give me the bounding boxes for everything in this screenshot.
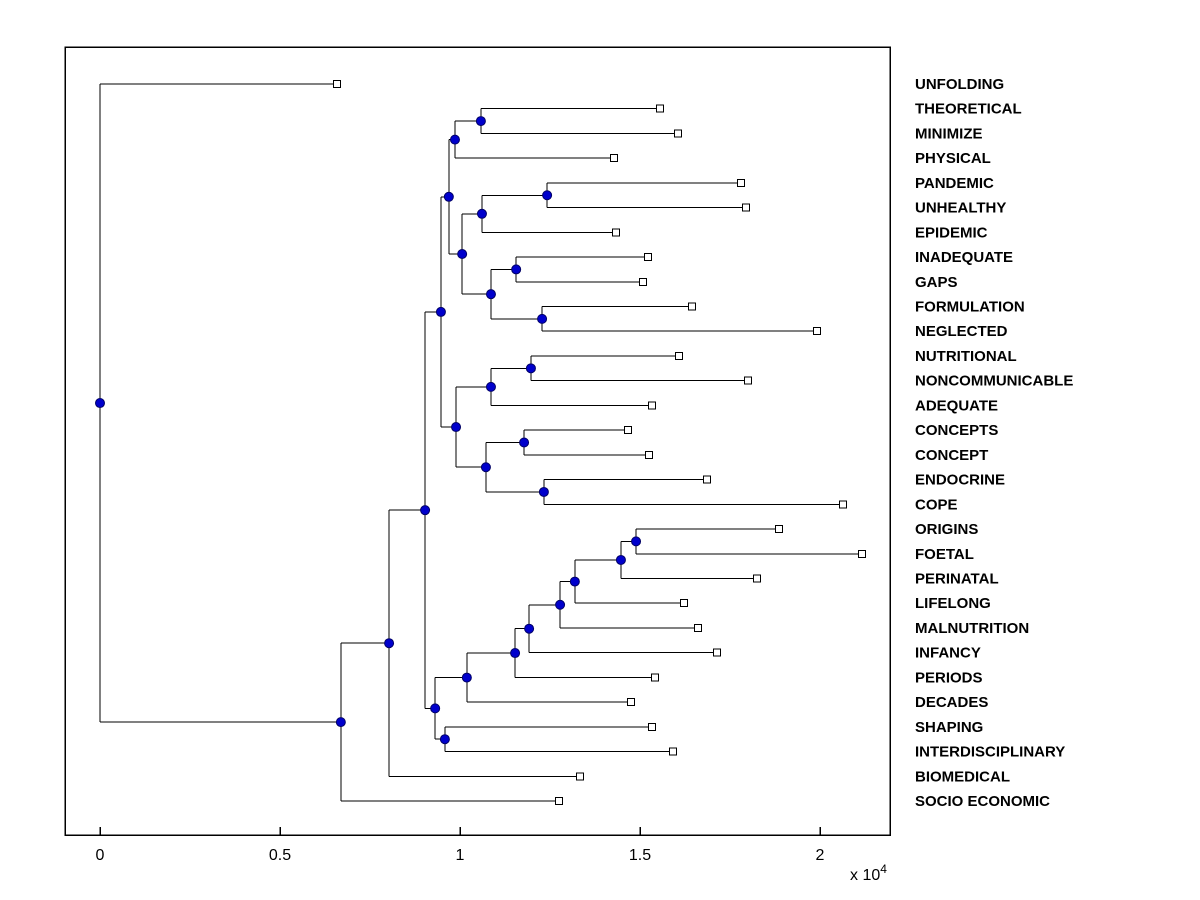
internal-node-marker: [95, 398, 105, 409]
leaf-marker: [611, 228, 620, 237]
internal-node-marker: [615, 554, 626, 565]
internal-node-marker: [555, 599, 566, 610]
leaf-marker: [839, 500, 848, 509]
leaf-marker: [741, 203, 750, 212]
leaf-label: FORMULATION: [915, 299, 1025, 316]
leaf-label: SHAPING: [915, 719, 983, 736]
leaf-label: EPIDEMIC: [915, 224, 988, 241]
leaf-marker: [774, 525, 783, 534]
internal-node-marker: [449, 134, 460, 145]
leaf-label: PHYSICAL: [915, 150, 991, 167]
leaf-label: NONCOMMUNICABLE: [915, 373, 1073, 390]
leaf-label: DECADES: [915, 694, 988, 711]
internal-node-marker: [542, 190, 553, 201]
leaf-marker: [575, 772, 584, 781]
leaf-label: COPE: [915, 496, 958, 513]
branches: [99, 83, 863, 802]
internal-node-marker: [485, 289, 496, 300]
internal-node-marker: [335, 717, 346, 728]
leaf-marker: [674, 351, 683, 360]
internal-node-marker: [519, 437, 530, 448]
internal-node-marker: [420, 505, 431, 516]
leaf-marker: [651, 673, 660, 682]
leaf-label: INFANCY: [915, 645, 981, 662]
x-tick-label: 2: [816, 847, 825, 864]
leaf-label: INTERDISCIPLINARY: [915, 744, 1065, 761]
internal-node-marker: [439, 734, 450, 745]
internal-node-marker: [480, 462, 491, 473]
internal-node-marker: [524, 623, 535, 634]
leaf-marker: [702, 475, 711, 484]
internal-node-marker: [538, 486, 549, 497]
x-tick-label: 0: [96, 847, 105, 864]
internal-node-marker: [631, 536, 642, 547]
leaf-label: MINIMIZE: [915, 125, 983, 142]
leaf-marker: [737, 178, 746, 187]
leaf-marker: [555, 796, 563, 805]
leaf-label: PERINATAL: [915, 570, 999, 587]
leaf-marker: [713, 648, 722, 657]
leaf-label: UNFOLDING: [915, 76, 1004, 93]
leaf-label: LIFELONG: [915, 595, 991, 612]
leaf-marker: [674, 129, 683, 138]
leaf-marker: [744, 376, 752, 385]
leaf-marker: [679, 599, 688, 608]
leaf-marker: [645, 450, 653, 459]
x-tick-label: 1: [456, 847, 465, 864]
leaf-label: INADEQUATE: [915, 249, 1013, 266]
leaf-label: CONCEPTS: [915, 422, 998, 439]
internal-node-marker: [475, 116, 486, 127]
internal-node-marker: [525, 363, 536, 374]
leaf-label: CONCEPT: [915, 447, 988, 464]
internal-node-marker: [461, 672, 472, 683]
leaf-marker: [753, 574, 761, 583]
internal-node-marker: [510, 648, 521, 659]
leaf-marker: [610, 154, 619, 163]
leaf-label: PANDEMIC: [915, 175, 994, 192]
leaf-marker: [638, 277, 647, 286]
x-tick-label: 0.5: [269, 847, 291, 864]
internal-node-marker: [511, 264, 522, 275]
leaf-marker: [647, 401, 656, 410]
leaf-marker: [627, 698, 635, 707]
leaf-label: NUTRITIONAL: [915, 348, 1017, 365]
leaf-marker: [643, 253, 652, 262]
internal-node-marker: [476, 208, 487, 219]
leaf-marker: [669, 747, 678, 756]
leaf-marker: [624, 426, 633, 435]
leaf-label: PERIODS: [915, 669, 983, 686]
internal-node-marker: [430, 703, 441, 714]
internal-node-marker: [485, 381, 496, 392]
leaf-label: UNHEALTHY: [915, 200, 1006, 217]
leaf-label: THEORETICAL: [915, 101, 1022, 118]
leaf-marker: [647, 722, 656, 731]
internal-node-marker: [451, 422, 462, 433]
leaf-marker: [656, 104, 665, 113]
internal-node-marker: [384, 638, 395, 649]
leaf-label: SOCIO ECONOMIC: [915, 793, 1050, 810]
x-axis-multiplier: x 104: [850, 862, 887, 884]
leaf-label: ORIGINS: [915, 521, 978, 538]
leaf-marker: [693, 623, 702, 632]
leaf-marker: [813, 327, 822, 336]
leaf-marker: [687, 302, 696, 311]
leaf-label: MALNUTRITION: [915, 620, 1029, 637]
leaf-marker: [332, 80, 341, 88]
leaf-label: BIOMEDICAL: [915, 768, 1010, 785]
leaf-label: GAPS: [915, 274, 958, 291]
internal-node-marker: [435, 306, 446, 317]
leaf-label: ENDOCRINE: [915, 472, 1005, 489]
leaf-marker: [858, 549, 867, 558]
leaf-label: NEGLECTED: [915, 323, 1008, 340]
internal-node-marker: [569, 576, 580, 587]
leaf-label: ADEQUATE: [915, 397, 998, 414]
internal-node-marker: [443, 191, 454, 202]
internal-node-marker: [457, 248, 468, 259]
x-tick-label: 1.5: [629, 847, 651, 864]
leaf-label: FOETAL: [915, 546, 974, 563]
axes-box: [64, 46, 891, 836]
internal-node-marker: [537, 313, 548, 324]
